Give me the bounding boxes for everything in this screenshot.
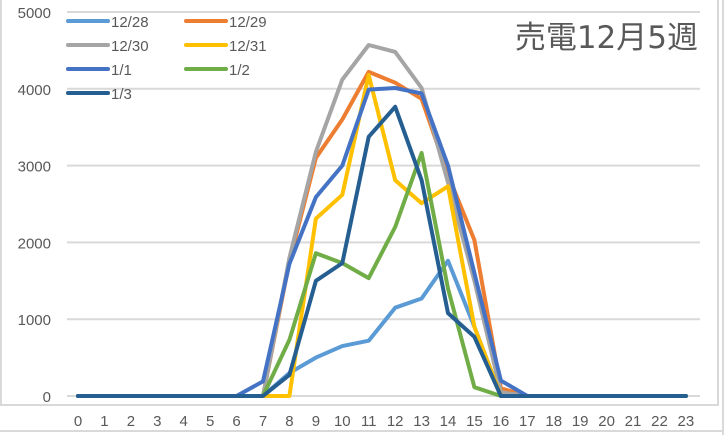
x-tick-label: 10 [334, 413, 351, 430]
x-tick-label: 3 [153, 413, 161, 430]
x-tick-label: 1 [100, 413, 108, 430]
series-line-1-3[interactable] [76, 104, 688, 398]
y-axis-ticks: 0 1000 2000 3000 4000 5000 [18, 5, 51, 406]
x-tick-label: 18 [545, 413, 562, 430]
x-tick-label: 5 [206, 413, 214, 430]
x-tick-label: 20 [598, 413, 615, 430]
x-tick-label: 2 [127, 413, 135, 430]
y-tick-label: 0 [43, 389, 51, 406]
x-tick-label: 21 [625, 413, 642, 430]
x-tick-label: 6 [232, 413, 240, 430]
legend-item[interactable]: 1/1 [66, 62, 132, 79]
series-line-12-28[interactable] [76, 258, 688, 398]
chart-title: 売電12月5週 [515, 20, 698, 56]
y-tick-label: 1000 [18, 312, 51, 329]
gridlines [67, 11, 700, 397]
legend-item[interactable]: 12/29 [184, 14, 267, 31]
x-tick-label: 7 [259, 413, 267, 430]
x-tick-label: 12 [387, 413, 404, 430]
legend-label: 1/2 [229, 62, 250, 79]
legend-item[interactable]: 1/2 [184, 62, 250, 79]
x-tick-label: 9 [312, 413, 320, 430]
x-tick-label: 22 [651, 413, 668, 430]
x-tick-label: 23 [678, 413, 695, 430]
y-tick-label: 3000 [18, 159, 51, 176]
legend[interactable]: 12/28 12/29 12/30 12/31 1/1 1/2 1/3 [66, 14, 267, 103]
x-tick-label: 15 [466, 413, 483, 430]
legend-item[interactable]: 12/28 [66, 14, 149, 31]
x-tick-label: 16 [493, 413, 510, 430]
y-tick-label: 2000 [18, 235, 51, 252]
x-tick-label: 19 [572, 413, 589, 430]
legend-item[interactable]: 12/31 [184, 38, 267, 55]
chart-area[interactable] [0, 0, 719, 406]
series-line-12-30[interactable] [76, 43, 688, 398]
x-tick-label: 13 [413, 413, 430, 430]
legend-item[interactable]: 12/30 [66, 38, 149, 55]
y-tick-label: 5000 [18, 5, 51, 22]
x-axis-label-strip [0, 408, 722, 432]
legend-label: 12/29 [229, 14, 267, 31]
series-line-1-2[interactable] [76, 150, 688, 398]
legend-item[interactable]: 1/3 [66, 86, 132, 103]
y-tick-label: 4000 [18, 82, 51, 99]
x-tick-label: 17 [519, 413, 536, 430]
x-axis-ticks: 0 1 2 3 4 5 6 7 8 9 10 11 12 13 14 15 16 17 18 19 20 21 22 23 [74, 413, 694, 430]
x-tick-label: 14 [440, 413, 457, 430]
legend-label: 1/1 [111, 62, 132, 79]
legend-label: 1/3 [111, 86, 132, 103]
legend-label: 12/31 [229, 38, 267, 55]
x-tick-label: 8 [285, 413, 293, 430]
legend-label: 12/30 [111, 38, 149, 55]
x-tick-label: 0 [74, 413, 82, 430]
x-tick-label: 4 [180, 413, 188, 430]
x-tick-label: 11 [361, 413, 377, 430]
legend-label: 12/28 [111, 14, 149, 31]
spreadsheet-grid-edge [722, 0, 728, 435]
series-lines [76, 43, 688, 398]
